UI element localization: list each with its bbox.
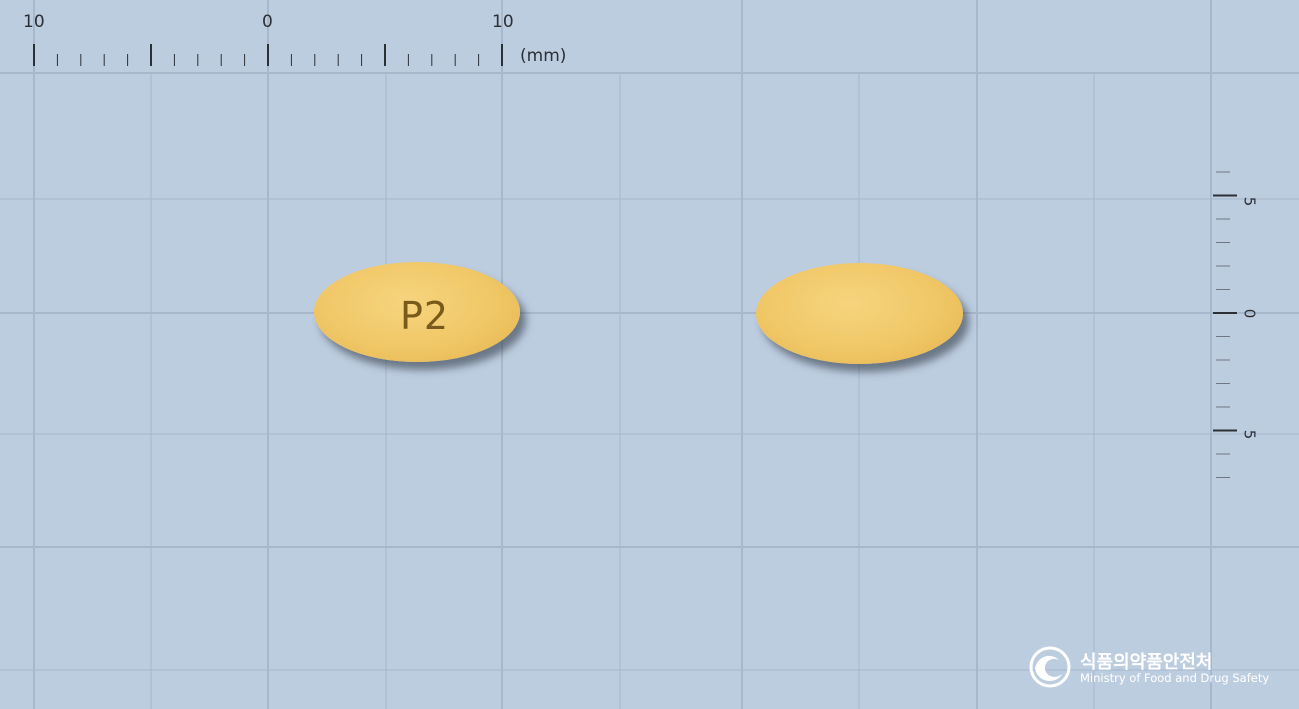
side-ruler-label-bottom: 5 bbox=[1240, 429, 1259, 440]
ruler-unit: (mm) bbox=[520, 46, 567, 66]
ruler-label-left: 10 bbox=[23, 12, 45, 32]
pill-imprint: P2 bbox=[400, 294, 450, 338]
ruler-label-zero: 0 bbox=[262, 12, 273, 32]
ruler-label-right: 10 bbox=[492, 12, 514, 32]
ministry-emblem-icon bbox=[1029, 646, 1071, 688]
side-ruler-label-zero: 0 bbox=[1240, 308, 1259, 319]
pill-front-face: P2 bbox=[314, 262, 520, 362]
ministry-logo: 식품의약품안전처 Ministry of Food and Drug Safet… bbox=[1029, 646, 1269, 692]
side-ruler-label-top: 5 bbox=[1240, 196, 1259, 207]
pill-back-face bbox=[756, 263, 963, 364]
ministry-name-english: Ministry of Food and Drug Safety bbox=[1080, 671, 1270, 685]
ministry-name-korean: 식품의약품안전처 bbox=[1080, 652, 1213, 673]
